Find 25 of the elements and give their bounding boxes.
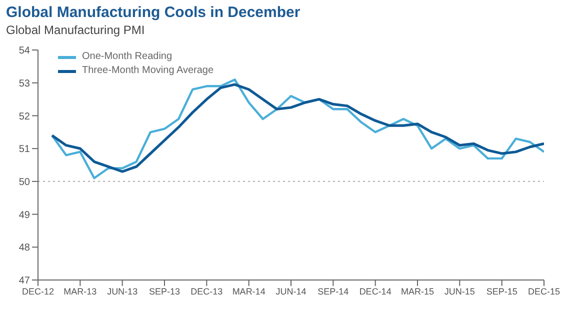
x-tick-label: MAR-13 [64, 286, 97, 296]
y-tick-label: 48 [18, 242, 30, 254]
x-tick-label: JUN-15 [444, 286, 475, 296]
x-tick-label: SEP-14 [318, 286, 349, 296]
y-tick-label: 54 [18, 46, 30, 57]
x-tick-label: DEC-12 [22, 286, 54, 296]
x-tick-label: SEP-15 [486, 286, 518, 296]
chart-title: Global Manufacturing Cools in December [6, 4, 300, 21]
x-tick-label: SEP-13 [148, 286, 180, 296]
y-tick-label: 50 [18, 176, 30, 188]
y-tick-label: 51 [18, 144, 30, 156]
x-tick-label: MAR-14 [232, 286, 266, 296]
y-tick-label: 52 [18, 111, 30, 122]
y-tick-label: 47 [18, 276, 30, 287]
x-tick-label: JUN-14 [276, 286, 306, 296]
x-tick-label: JUN-13 [107, 286, 138, 296]
x-tick-label: DEC-14 [359, 286, 392, 296]
chart-subtitle: Global Manufacturing PMI [6, 23, 145, 37]
y-tick-label: 53 [18, 78, 30, 90]
y-tick-label: 49 [18, 210, 30, 221]
x-tick-label: MAR-15 [400, 286, 434, 296]
x-tick-label: DEC-13 [190, 286, 223, 296]
legend-label: One-Month Reading [82, 50, 172, 64]
legend-label: Three-Month Moving Average [82, 64, 214, 78]
x-tick-label: DEC-15 [528, 286, 560, 296]
